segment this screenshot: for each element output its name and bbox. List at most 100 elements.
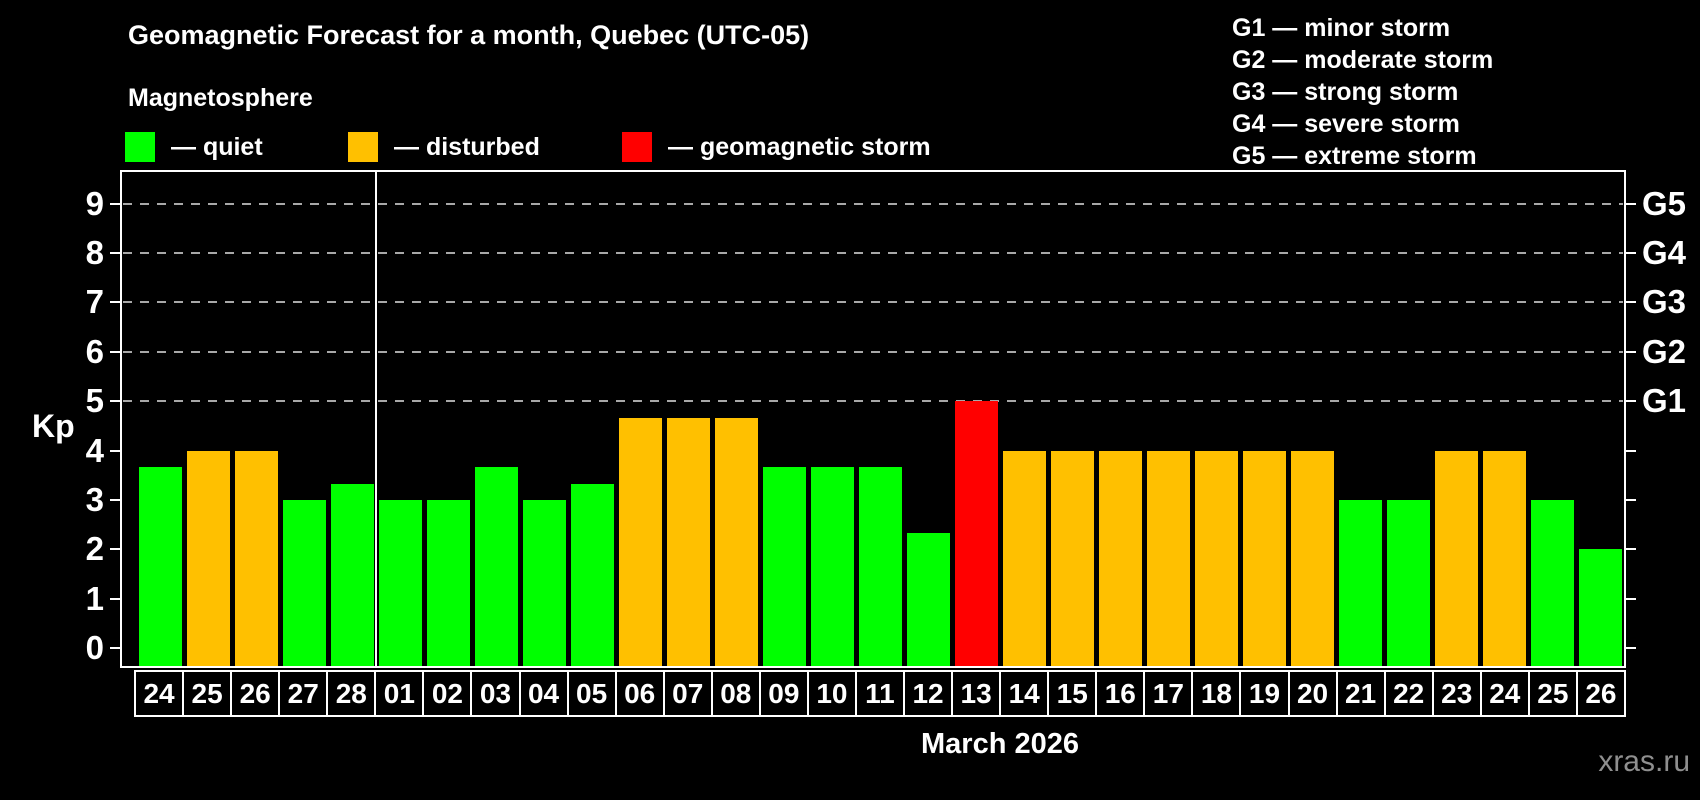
- y-axis-label-6: 6: [85, 332, 104, 370]
- x-axis-date-row: 24 25 26 27 28 01 02 03 04 05 06 07 08 09 10 11 12 13 14 15…: [134, 670, 1626, 717]
- quiet-color-swatch: [125, 132, 155, 162]
- day-slot: [568, 172, 616, 666]
- kp-bar-18: [1194, 450, 1238, 666]
- date-cell-07: 07: [665, 672, 713, 715]
- date-cell-05: 05: [569, 672, 617, 715]
- gridline-7: [123, 301, 1623, 304]
- day-slot: [808, 172, 856, 666]
- kp-bar-06: [618, 417, 662, 666]
- legend-item-quiet: — quiet: [125, 131, 263, 163]
- y-axis-label-2: 2: [85, 530, 104, 568]
- storm-color-swatch: [622, 132, 652, 162]
- y-axis-label-3: 3: [85, 481, 104, 519]
- day-slot: [1048, 172, 1096, 666]
- day-slot: [472, 172, 520, 666]
- kp-bar-24: [1482, 450, 1526, 666]
- chart-title: Geomagnetic Forecast for a month, Quebec…: [128, 20, 810, 50]
- day-slot: [1240, 172, 1288, 666]
- day-slot: [136, 172, 184, 666]
- y-axis-tick-left: [110, 202, 120, 205]
- g-scale-legend: G1 — minor storm G2 — moderate storm G3 …: [1232, 12, 1493, 172]
- kp-bar-24: [138, 466, 182, 666]
- day-slot: [952, 172, 1000, 666]
- kp-bar-22: [1386, 500, 1430, 666]
- date-cell-24: 24: [136, 672, 185, 715]
- bars-layer: [136, 172, 1624, 666]
- date-cell-27: 27: [280, 672, 329, 715]
- y-axis-title: Kp: [32, 408, 75, 444]
- day-slot: [232, 172, 280, 666]
- month-separator-line: [375, 172, 377, 666]
- gridline-8: [123, 252, 1623, 255]
- kp-bar-07: [666, 417, 710, 666]
- date-cell-15: 15: [1049, 672, 1098, 715]
- date-cell-12: 12: [905, 672, 954, 715]
- date-cell-03: 03: [472, 672, 521, 715]
- day-slot: [760, 172, 808, 666]
- day-slot: [1336, 172, 1384, 666]
- kp-bar-27: [282, 500, 326, 666]
- date-cell-28: 28: [328, 672, 377, 715]
- kp-bar-16: [1098, 450, 1142, 666]
- g-legend-line-g1: G1 — minor storm: [1232, 14, 1451, 42]
- g-axis-label-G5: G5: [1642, 184, 1687, 222]
- disturbed-color-swatch: [348, 132, 378, 162]
- date-cell-09: 09: [761, 672, 809, 715]
- kp-bar-14: [1002, 450, 1046, 666]
- y-axis-tick-right: [1626, 499, 1636, 502]
- day-slot: [904, 172, 952, 666]
- legend-label-storm: — geomagnetic storm: [668, 132, 931, 161]
- day-slot: [184, 172, 232, 666]
- kp-bar-15: [1050, 450, 1094, 666]
- y-axis-label-0: 0: [85, 629, 104, 667]
- date-cell-13: 13: [953, 672, 1002, 715]
- day-slot: [520, 172, 568, 666]
- kp-bar-19: [1242, 450, 1286, 666]
- date-cell-18: 18: [1193, 672, 1242, 715]
- y-axis-tick-left: [110, 252, 120, 255]
- kp-bar-12: [906, 533, 950, 666]
- legend-item-disturbed: — disturbed: [348, 131, 540, 163]
- y-axis-tick-right: [1626, 449, 1636, 452]
- watermark-text: xras.ru: [1598, 745, 1690, 778]
- y-axis-tick-right: [1626, 597, 1636, 600]
- gridline-5: [123, 400, 1623, 403]
- kp-bar-21: [1338, 500, 1382, 666]
- kp-bar-23: [1434, 450, 1478, 666]
- y-axis-label-7: 7: [85, 283, 104, 321]
- date-cell-02: 02: [424, 672, 473, 715]
- date-cell-20: 20: [1290, 672, 1338, 715]
- date-cell-11: 11: [857, 672, 905, 715]
- g-legend-line-g2: G2 — moderate storm: [1232, 46, 1494, 74]
- y-axis-tick-right: [1626, 252, 1636, 255]
- date-cell-22: 22: [1386, 672, 1434, 715]
- kp-bar-26: [1578, 549, 1622, 666]
- g-axis-label-G2: G2: [1642, 332, 1687, 370]
- y-axis-tick-right: [1626, 647, 1636, 650]
- y-axis-label-8: 8: [85, 234, 104, 272]
- chart-subtitle: Magnetosphere: [128, 84, 313, 112]
- kp-bar-17: [1146, 450, 1190, 666]
- x-axis-title: March 2026: [921, 728, 1079, 760]
- day-slot: [1528, 172, 1576, 666]
- y-axis-label-5: 5: [85, 382, 104, 420]
- g-axis-label-G3: G3: [1642, 283, 1687, 321]
- day-slot: [1480, 172, 1528, 666]
- y-axis-tick-right: [1626, 350, 1636, 353]
- date-cell-01: 01: [376, 672, 425, 715]
- kp-bar-10: [810, 466, 854, 666]
- day-slot: [1192, 172, 1240, 666]
- kp-bar-02: [426, 500, 470, 666]
- g-legend-line-g4: G4 — severe storm: [1232, 110, 1460, 138]
- kp-bar-03: [474, 466, 518, 666]
- gridline-9: [123, 202, 1623, 205]
- kp-bar-20: [1290, 450, 1334, 666]
- date-cell-24: 24: [1482, 672, 1530, 715]
- y-axis-tick-left: [110, 597, 120, 600]
- day-slot: [1288, 172, 1336, 666]
- kp-bar-26: [234, 450, 278, 666]
- y-axis-label-9: 9: [85, 184, 104, 222]
- gridlines-layer: [123, 172, 1624, 666]
- legend-label-quiet: — quiet: [171, 132, 263, 161]
- kp-bar-09: [762, 466, 806, 666]
